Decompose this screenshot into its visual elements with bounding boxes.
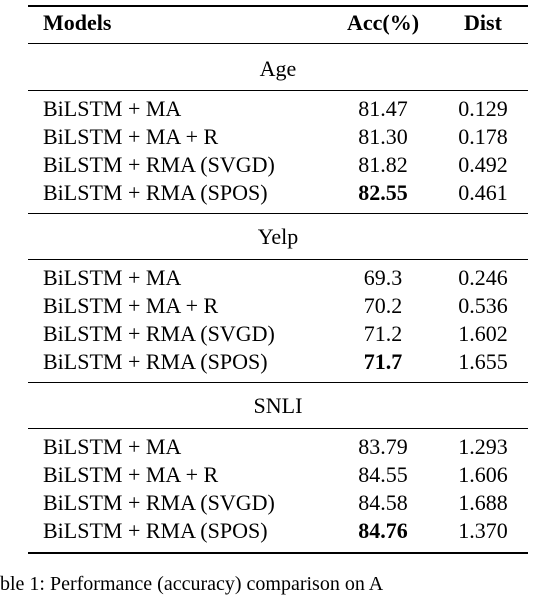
acc-value: 84.58	[358, 490, 408, 515]
table-row: BiLSTM + RMA (SVGD) 81.82 0.492	[0, 151, 542, 179]
section-rule-yelp	[28, 259, 528, 260]
acc-value: 81.82	[358, 152, 408, 177]
model-name: BiLSTM + MA + R	[43, 462, 219, 487]
table-row: BiLSTM + RMA (SPOS) 84.76 1.370	[0, 517, 542, 545]
acc-value: 81.30	[358, 124, 408, 149]
model-name: BiLSTM + MA	[43, 265, 182, 290]
acc-value-best: 82.55	[358, 180, 408, 205]
acc-value-best: 71.7	[363, 349, 403, 374]
header-acc: Acc(%)	[346, 10, 420, 35]
table-row: BiLSTM + RMA (SPOS) 82.55 0.461	[0, 179, 542, 207]
acc-value: 70.2	[363, 293, 403, 318]
dist-value: 0.461	[458, 180, 508, 205]
bottom-rule	[28, 552, 528, 554]
model-name: BiLSTM + RMA (SPOS)	[43, 349, 268, 374]
model-name: BiLSTM + MA + R	[43, 124, 219, 149]
model-name: BiLSTM + MA	[43, 96, 182, 121]
header-models: Models	[43, 10, 112, 35]
table-row: BiLSTM + MA + R 84.55 1.606	[0, 461, 542, 489]
model-name: BiLSTM + MA	[43, 434, 182, 459]
table-row: BiLSTM + RMA (SVGD) 71.2 1.602	[0, 320, 542, 348]
section-label-snli: SNLI	[253, 393, 303, 418]
dist-value: 0.246	[458, 265, 508, 290]
model-name: BiLSTM + RMA (SVGD)	[43, 490, 275, 515]
section-label-age: Age	[259, 56, 297, 81]
header-dist: Dist	[464, 10, 502, 35]
dist-value: 1.606	[458, 462, 508, 487]
dist-value: 1.655	[458, 349, 508, 374]
table-row: BiLSTM + MA 81.47 0.129	[0, 95, 542, 123]
dist-value: 1.293	[458, 434, 508, 459]
top-rule	[28, 5, 528, 7]
dist-value: 1.602	[458, 321, 508, 346]
model-name: BiLSTM + RMA (SVGD)	[43, 152, 275, 177]
dist-value: 1.688	[458, 490, 508, 515]
table-row: BiLSTM + MA + R 81.30 0.178	[0, 123, 542, 151]
acc-value: 83.79	[358, 434, 408, 459]
section-rule-age	[28, 90, 528, 91]
model-name: BiLSTM + MA + R	[43, 293, 219, 318]
table-row: BiLSTM + MA 69.3 0.246	[0, 264, 542, 292]
dist-value: 0.178	[458, 124, 508, 149]
table-row: BiLSTM + MA 83.79 1.293	[0, 433, 542, 461]
dist-value: 0.536	[458, 293, 508, 318]
model-name: BiLSTM + RMA (SPOS)	[43, 180, 268, 205]
acc-value: 84.55	[358, 462, 408, 487]
table-caption: ble 1: Performance (accuracy) comparison…	[0, 573, 384, 595]
dist-value: 1.370	[458, 518, 508, 543]
acc-value: 81.47	[358, 96, 408, 121]
table-row: BiLSTM + RMA (SPOS) 71.7 1.655	[0, 348, 542, 376]
dist-value: 0.129	[458, 96, 508, 121]
dist-value: 0.492	[458, 152, 508, 177]
section-label-yelp: Yelp	[257, 224, 299, 249]
model-name: BiLSTM + RMA (SPOS)	[43, 518, 268, 543]
section-rule-snli	[28, 428, 528, 429]
table-row: BiLSTM + RMA (SVGD) 84.58 1.688	[0, 489, 542, 517]
acc-value: 69.3	[363, 265, 403, 290]
section-rule	[28, 213, 528, 214]
table-row: BiLSTM + MA + R 70.2 0.536	[0, 292, 542, 320]
model-name: BiLSTM + RMA (SVGD)	[43, 321, 275, 346]
acc-value: 71.2	[363, 321, 403, 346]
section-rule	[28, 382, 528, 383]
acc-value-best: 84.76	[358, 518, 408, 543]
header-rule	[28, 43, 528, 44]
